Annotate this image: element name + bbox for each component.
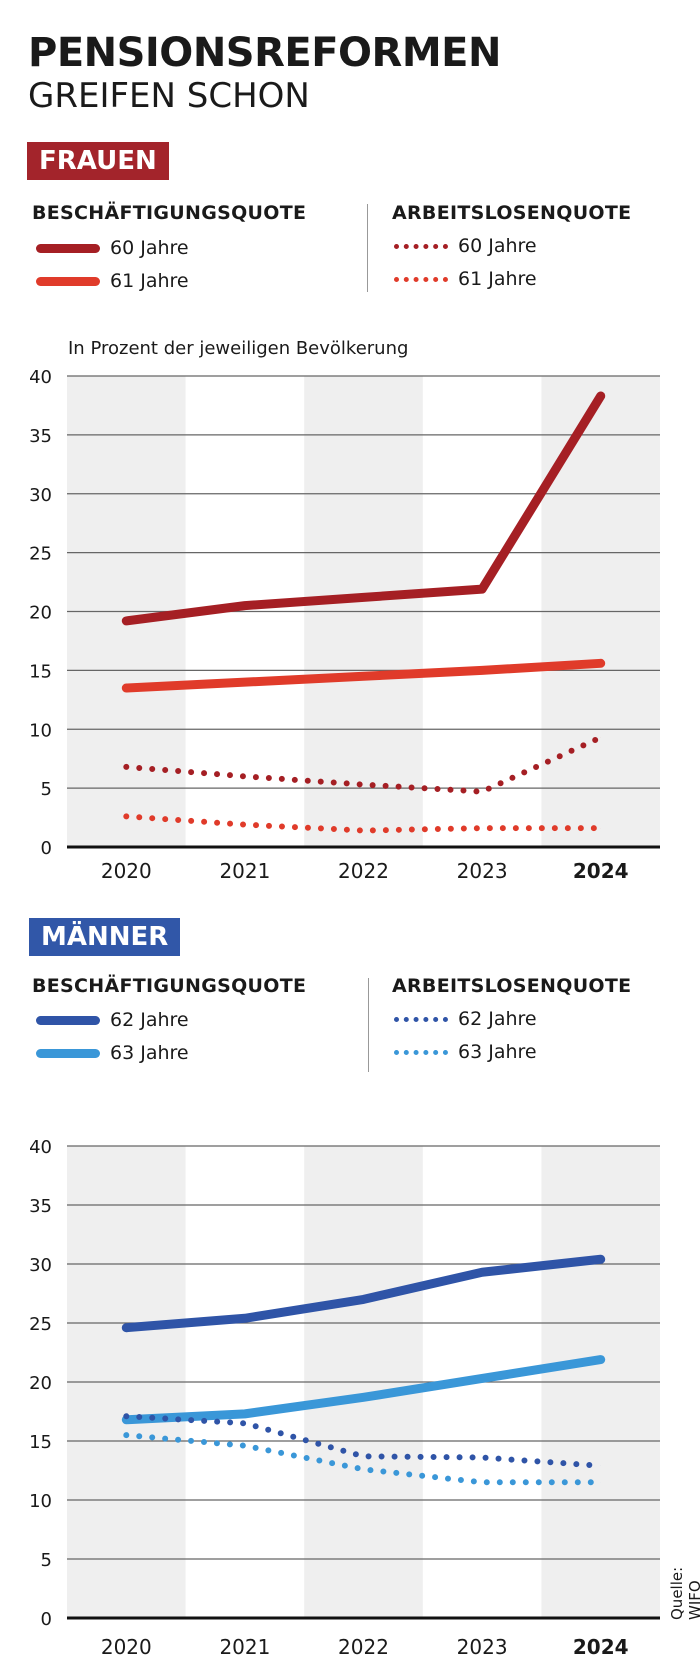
series-line [123, 1413, 604, 1469]
y-tick-label: 5 [41, 779, 52, 800]
y-tick-label: 0 [41, 838, 52, 859]
y-tick-label: 40 [29, 367, 52, 388]
x-tick-label: 2022 [338, 1635, 389, 1659]
y-tick-label: 25 [29, 544, 52, 565]
women-badge: FRAUEN [27, 142, 169, 180]
title-line-1: PENSIONSREFORMEN [28, 30, 501, 76]
legend-item: 61 Jahre [394, 268, 537, 290]
legend-swatch [394, 1016, 448, 1022]
women-unemployment-heading: ARBEITSLOSENQUOTE [392, 202, 632, 224]
legend-divider [368, 978, 369, 1072]
y-tick-label: 20 [29, 1373, 52, 1394]
y-tick-label: 15 [29, 661, 52, 682]
source-note: Quelle: WIFO [668, 1566, 700, 1620]
series-line [123, 813, 604, 834]
legend-swatch [394, 243, 448, 249]
legend-divider [367, 204, 368, 292]
chart-subtitle: In Prozent der jeweiligen Bevölkerung [68, 338, 409, 359]
men-employment-heading: BESCHÄFTIGUNGSQUOTE [32, 975, 307, 997]
x-tick-label: 2020 [101, 859, 152, 883]
men-unemployment-heading: ARBEITSLOSENQUOTE [392, 975, 632, 997]
women-employment-heading: BESCHÄFTIGUNGSQUOTE [32, 202, 307, 224]
legend-swatch [394, 276, 448, 282]
legend-swatch [36, 1048, 100, 1058]
y-tick-label: 10 [29, 720, 52, 741]
legend-item: 63 Jahre [36, 1042, 189, 1064]
x-tick-label: 2024 [573, 1635, 629, 1659]
legend-swatch [36, 243, 100, 253]
legend-item: 60 Jahre [394, 235, 537, 257]
legend-swatch [36, 276, 100, 286]
women-chart: 0 5 10 15 20 25 30 35 40 2020 2021 2022 2023 2024 [29, 367, 660, 883]
y-tick-label: 35 [29, 426, 52, 447]
x-tick-label: 2024 [573, 859, 629, 883]
y-tick-label: 5 [41, 1550, 52, 1571]
series-line [123, 734, 604, 795]
y-tick-label: 25 [29, 1314, 52, 1335]
y-tick-label: 15 [29, 1432, 52, 1453]
legend-item: 60 Jahre [36, 237, 189, 259]
y-tick-label: 30 [29, 485, 52, 506]
x-tick-label: 2022 [338, 859, 389, 883]
x-tick-label: 2021 [219, 1635, 270, 1659]
x-tick-label: 2021 [219, 859, 270, 883]
x-tick-label: 2023 [457, 859, 508, 883]
legend-item: 63 Jahre [394, 1041, 537, 1063]
y-tick-label: 0 [41, 1609, 52, 1630]
y-tick-label: 10 [29, 1491, 52, 1512]
legend-item: 62 Jahre [36, 1009, 189, 1031]
legend-swatch [36, 1015, 100, 1025]
legend-item: 61 Jahre [36, 270, 189, 292]
title-line-2: GREIFEN SCHON [28, 76, 310, 116]
legend-swatch [394, 1049, 448, 1055]
y-tick-label: 20 [29, 603, 52, 624]
y-tick-label: 35 [29, 1196, 52, 1217]
x-tick-label: 2020 [101, 1635, 152, 1659]
y-tick-label: 40 [29, 1137, 52, 1158]
x-tick-label: 2023 [457, 1635, 508, 1659]
y-tick-label: 30 [29, 1255, 52, 1276]
legend-item: 62 Jahre [394, 1008, 537, 1030]
men-badge: MÄNNER [29, 918, 181, 956]
series-line [123, 1432, 604, 1486]
